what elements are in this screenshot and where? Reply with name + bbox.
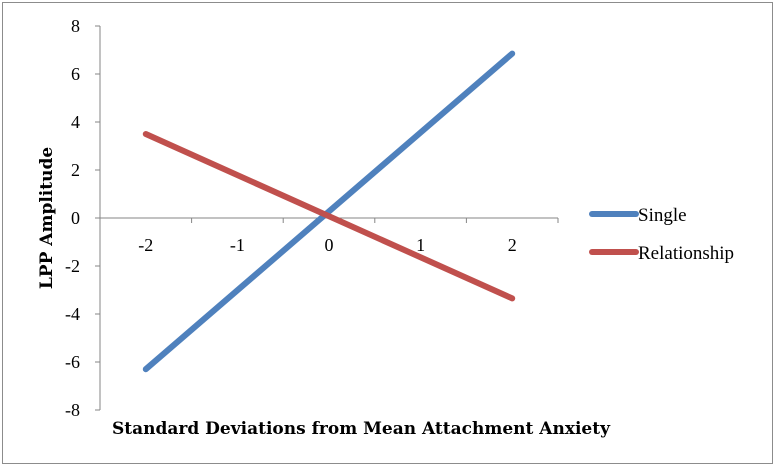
legend-label-single: Single	[638, 205, 687, 226]
series-line-single	[142, 50, 516, 373]
x-tick-label: 1	[416, 235, 425, 255]
x-axis: -2 -1 0 1 2	[99, 217, 559, 255]
chart-frame	[2, 2, 773, 464]
y-tick-label: -8	[65, 400, 80, 420]
y-tick-label: 4	[71, 112, 80, 132]
x-axis-title: Standard Deviations from Mean Attachment…	[112, 419, 611, 439]
y-axis: 8 6 4 2 0 -2 -4 -6 -8	[65, 16, 101, 420]
y-tick-label: -6	[65, 352, 80, 372]
y-tick-label: 2	[71, 160, 80, 180]
y-tick-label: 0	[71, 208, 80, 228]
y-tick-label: -4	[65, 304, 80, 324]
x-tick-label: -1	[230, 235, 245, 255]
y-tick-label: 8	[71, 16, 80, 36]
y-tick-label: 6	[71, 64, 80, 84]
legend-label-relationship: Relationship	[638, 243, 734, 264]
x-tick-label: 2	[508, 235, 517, 255]
legend: Single Relationship	[589, 205, 734, 264]
x-tick-label: -2	[138, 235, 153, 255]
y-tick-label: -2	[65, 256, 80, 276]
series-line-relationship	[142, 131, 516, 302]
x-tick-label: 0	[325, 235, 334, 255]
y-axis-title: LPP Amplitude	[37, 147, 57, 290]
series-layer	[142, 50, 516, 373]
